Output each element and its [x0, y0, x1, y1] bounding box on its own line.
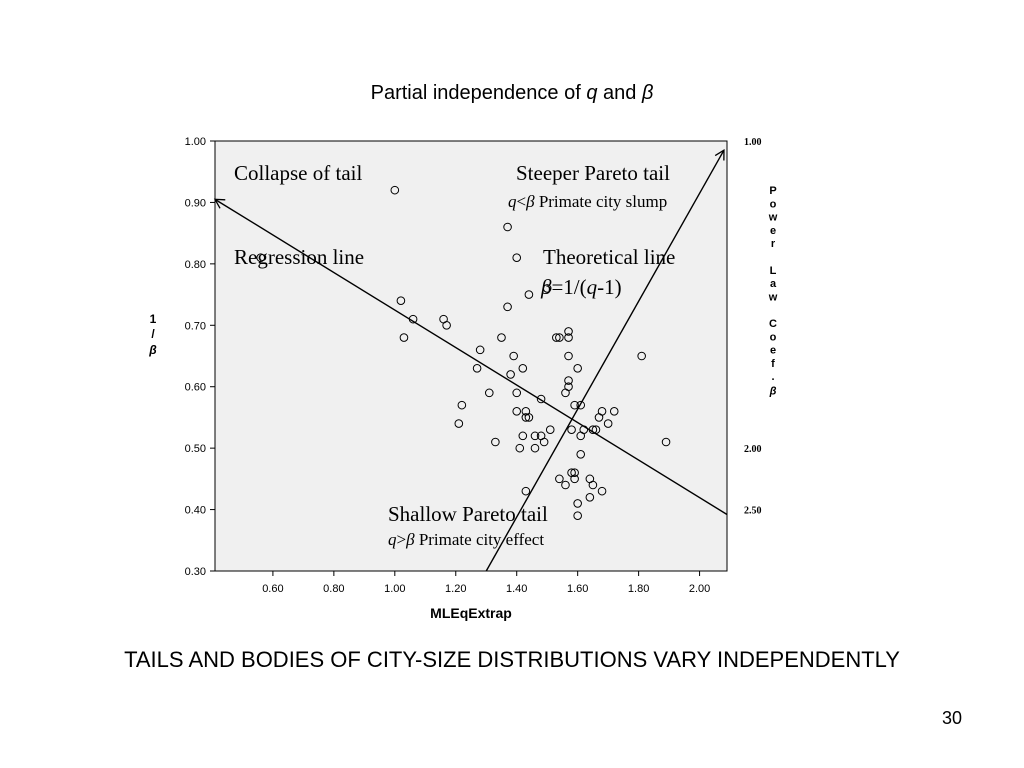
x-tick-label: 1.00 — [384, 583, 405, 595]
x-tick-label: 1.60 — [567, 583, 588, 595]
x-tick-label: 2.00 — [689, 583, 710, 595]
right-axis-label-char: o — [770, 198, 777, 210]
x-tick-label: 0.60 — [262, 583, 283, 595]
x-axis-label: MLEqExtrap — [430, 605, 512, 621]
x-tick-label: 1.20 — [445, 583, 466, 595]
right-axis-tick-label: 2.50 — [744, 506, 762, 517]
theoretical-end: -1) — [597, 275, 622, 299]
y-axis-label: 1 / β — [148, 312, 157, 357]
steeper-text: Primate city slump — [535, 192, 668, 211]
right-axis-tick-label: 1.00 — [744, 137, 762, 148]
shallow-text: Primate city effect — [415, 530, 545, 549]
y-tick-label: 0.50 — [185, 443, 206, 455]
theoretical-q: q — [587, 275, 598, 299]
right-axis-label-char: P — [769, 185, 776, 197]
y-tick-label: 0.40 — [185, 505, 206, 517]
page-number: 30 — [942, 708, 962, 729]
y-tick-label: 1.00 — [185, 136, 206, 148]
shallow-gt: > — [397, 530, 407, 549]
right-axis-label-char: a — [770, 278, 777, 290]
right-axis-label-char: C — [769, 318, 777, 330]
y-axis-label-line-3: β — [148, 343, 157, 357]
annotation-shallow-pareto-tail: Shallow Pareto tail — [388, 502, 548, 526]
x-tick-label: 0.80 — [323, 583, 344, 595]
right-axis-label-char: w — [768, 291, 778, 303]
x-tick-label: 1.80 — [628, 583, 649, 595]
annotation-collapse-of-tail: Collapse of tail — [234, 161, 362, 185]
right-axis-label-char: . — [771, 371, 774, 383]
x-tick-label: 1.40 — [506, 583, 527, 595]
right-axis-label-beta: β — [769, 386, 777, 398]
y-tick-label: 0.60 — [185, 382, 206, 394]
right-axis-label-char: f — [771, 358, 775, 370]
right-axis-label-char: w — [768, 212, 778, 224]
right-axis-label-char: o — [770, 331, 777, 343]
annotation-theoretical-line: Theoretical line — [543, 245, 675, 269]
annotation-theoretical-equation: β=1/(q-1) — [540, 275, 622, 299]
annotation-shallow-subtext: q>β Primate city effect — [388, 530, 544, 549]
y-tick-label: 0.80 — [185, 259, 206, 271]
right-axis-label-char: e — [770, 345, 776, 357]
theoretical-mid: =1/( — [551, 275, 586, 299]
annotation-regression-line: Regression line — [234, 245, 364, 269]
y-tick-label: 0.90 — [185, 197, 206, 209]
annotation-steeper-subtext: q<β Primate city slump — [508, 192, 667, 211]
right-axis-label-char: L — [770, 265, 777, 277]
right-axis-label-char: r — [771, 238, 776, 250]
slide-caption: TAILS AND BODIES OF CITY-SIZE DISTRIBUTI… — [0, 647, 1024, 673]
annotation-steeper-pareto-tail: Steeper Pareto tail — [516, 161, 670, 185]
theoretical-beta: β — [540, 275, 552, 299]
right-axis-tick-label: 2.00 — [744, 444, 762, 455]
y-axis-label-line-1: 1 — [150, 312, 157, 326]
steeper-lt: < — [517, 192, 527, 211]
y-axis-label-line-2: / — [151, 327, 155, 341]
y-tick-label: 0.30 — [185, 566, 206, 578]
y-tick-label: 0.70 — [185, 320, 206, 332]
right-axis-label-char: e — [770, 225, 776, 237]
